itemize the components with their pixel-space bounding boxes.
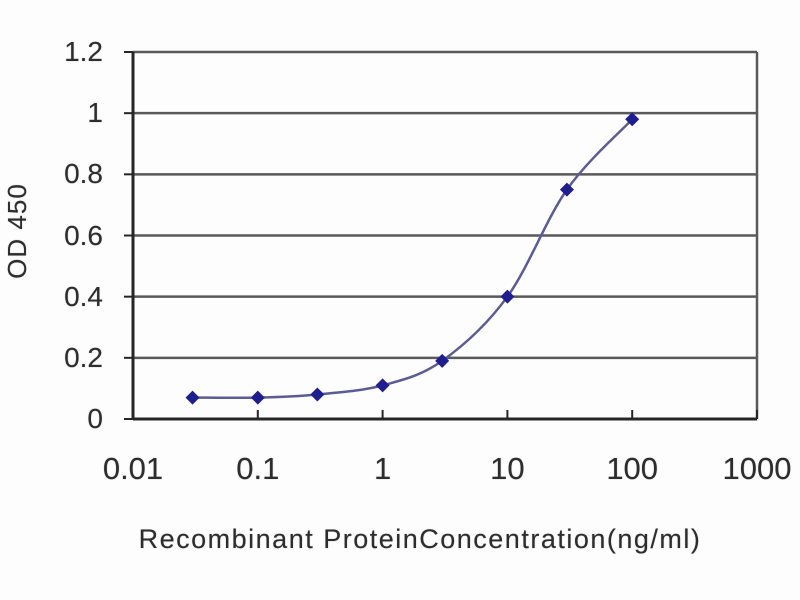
- y-tick-label: 0.8: [64, 158, 103, 190]
- data-point-marker: [500, 289, 515, 304]
- y-tick-label: 0.6: [64, 219, 103, 251]
- y-tick-label: 0.2: [64, 341, 103, 373]
- x-tick-label: 10: [490, 451, 525, 486]
- y-tick-label: 1: [87, 97, 103, 129]
- x-axis-title: Recombinant ProteinConcentration(ng/ml): [138, 524, 702, 554]
- x-tick-label: 1: [373, 451, 392, 486]
- data-point-marker: [310, 387, 325, 402]
- data-point-marker: [435, 353, 450, 368]
- x-tick-label: 0.01: [102, 451, 164, 486]
- y-tick-label: 0.4: [64, 280, 103, 312]
- plot-area: [124, 50, 759, 421]
- x-tick-label: 100: [606, 451, 659, 486]
- y-tick-label: 1.2: [64, 36, 103, 67]
- x-tick-label: 1000: [722, 451, 792, 486]
- y-tick-label: 0: [87, 403, 103, 434]
- data-point-marker: [185, 390, 200, 405]
- data-point-marker: [625, 112, 640, 127]
- data-point-marker: [559, 182, 574, 197]
- data-point-marker: [250, 390, 265, 405]
- data-point-marker: [375, 378, 390, 393]
- x-tick-label: 0.1: [236, 451, 280, 486]
